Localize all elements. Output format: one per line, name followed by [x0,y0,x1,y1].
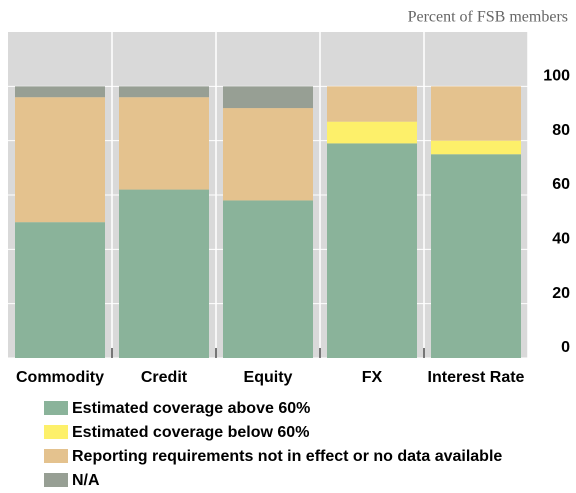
bar-segment [119,189,209,358]
bar-segment [327,86,417,122]
x-tick-label: Interest Rate [428,369,525,386]
legend-label: N/A [72,472,100,489]
legend-swatch [44,401,68,415]
y-tick-label: 80 [552,122,570,139]
bar-segment [223,200,313,358]
y-tick-label: 20 [552,285,570,302]
bar-segment [15,86,105,98]
bar-segment [327,121,417,144]
x-tick-label: FX [362,369,383,386]
y-tick-label: 0 [561,339,570,356]
x-tick-label: Credit [141,369,188,386]
y-tick-label: 60 [552,176,570,193]
y-tick-label: 40 [552,231,570,248]
x-tick-label: Commodity [16,369,104,386]
chart-subtitle: Percent of FSB members [408,9,568,26]
legend-swatch [44,449,68,463]
bar-segment [431,154,521,358]
bar-segment [223,86,313,109]
legend-label: Estimated coverage below 60% [72,424,309,441]
legend-swatch [44,473,68,487]
y-tick-label: 100 [543,68,570,85]
bar-segment [327,143,417,358]
bar-segment [15,222,105,358]
bar-segment [119,97,209,190]
bar-segment [119,86,209,98]
bar-segment [15,97,105,223]
legend-label: Reporting requirements not in effect or … [72,448,502,465]
bar-segment [431,140,521,155]
legend-label: Estimated coverage above 60% [72,400,310,417]
bar-segment [223,108,313,201]
legend-swatch [44,425,68,439]
bar-segment [431,86,521,141]
x-tick-label: Equity [244,369,293,386]
